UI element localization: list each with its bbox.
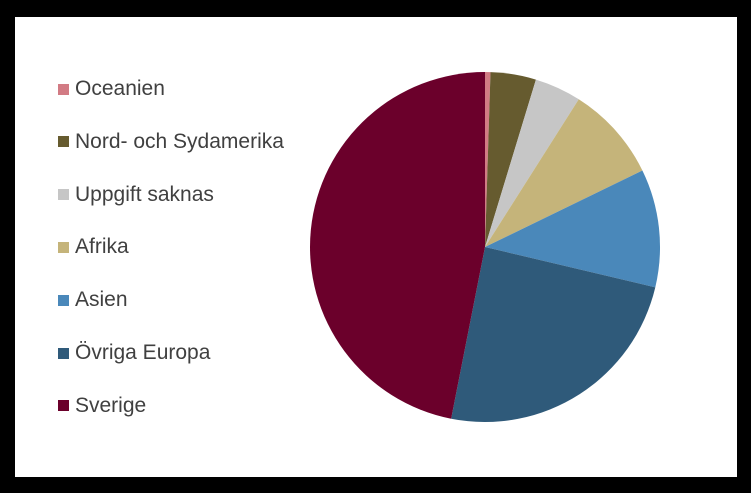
legend-swatch [58, 83, 69, 95]
pie-slice [485, 72, 536, 247]
legend-item: Asien [58, 288, 128, 312]
legend-label: Övriga Europa [75, 341, 211, 364]
legend-swatch [58, 294, 69, 306]
legend-label: Uppgift saknas [75, 182, 214, 206]
pie-chart [310, 72, 661, 422]
legend-label: Asien [75, 288, 128, 312]
legend-item: Övriga Europa [58, 341, 210, 365]
legend-swatch [58, 189, 69, 201]
chart-area: Oceanien Nord- och Sydamerika Uppgift sakn… [15, 17, 737, 477]
legend-swatch [58, 136, 69, 148]
legend-label: Sverige [75, 393, 147, 417]
pie-slice [485, 99, 643, 248]
legend-item: Afrika [58, 235, 129, 259]
legend-swatch [58, 241, 69, 253]
legend-item: Nord- och Sydamerika [58, 130, 284, 154]
legend-label: Afrika [75, 235, 129, 259]
legend-item: Sverige [58, 394, 146, 418]
legend-item: Oceanien [58, 77, 165, 101]
legend-label: Oceanien [75, 77, 165, 100]
legend-swatch [58, 400, 69, 412]
legend-swatch [58, 347, 69, 359]
pie-slice [485, 79, 579, 247]
legend-item: Uppgift saknas [58, 183, 214, 207]
pie-slice [451, 247, 656, 422]
pie-slice [310, 72, 485, 419]
legend: Oceanien Nord- och Sydamerika Uppgift sakn… [15, 17, 315, 477]
legend-label: Nord- och Sydamerika [75, 129, 284, 153]
pie-slice [485, 72, 491, 247]
pie-slice [485, 170, 661, 288]
